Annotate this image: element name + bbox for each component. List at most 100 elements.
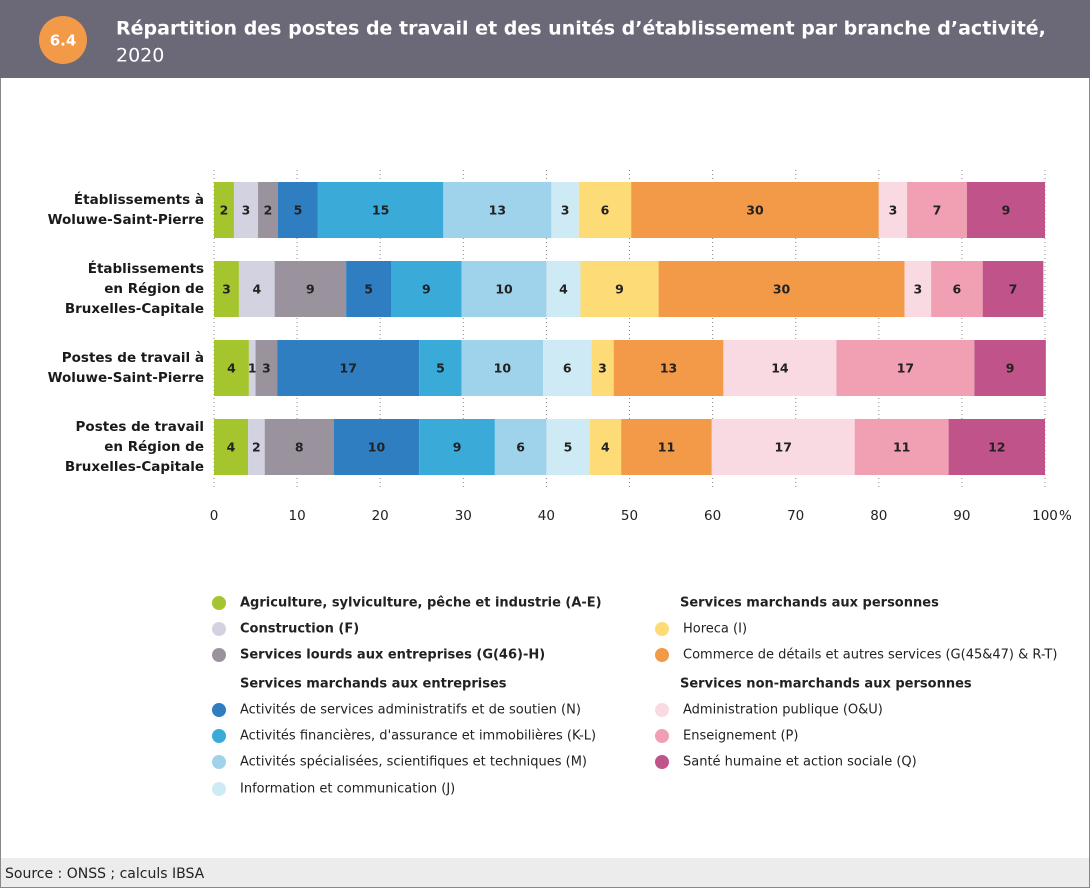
value-label: 4 bbox=[252, 282, 261, 297]
legend-label: Services lourds aux entreprises (G(46)-H… bbox=[240, 648, 545, 663]
bar-segment bbox=[621, 419, 712, 475]
bar-segment bbox=[589, 419, 622, 475]
value-label: 3 bbox=[222, 282, 231, 297]
y-tick-label: Établissements à bbox=[74, 191, 204, 208]
x-tick-label: 90 bbox=[953, 508, 970, 524]
bar-segment bbox=[551, 182, 579, 238]
value-label: 14 bbox=[771, 361, 789, 376]
y-tick-label: Woluwe-Saint-Pierre bbox=[48, 212, 204, 228]
bar-segment bbox=[233, 182, 259, 238]
bar-segment bbox=[443, 182, 552, 238]
x-tick-label: 100 bbox=[1032, 508, 1058, 524]
bar-segment bbox=[258, 182, 278, 238]
value-label: 9 bbox=[422, 282, 431, 297]
legend-label: Construction (F) bbox=[240, 622, 359, 637]
y-tick-label: en Région de bbox=[104, 439, 204, 455]
y-tick-label: Bruxelles-Capitale bbox=[65, 301, 204, 317]
bar-segment bbox=[494, 419, 547, 475]
legend-label: Activités financières, d'assurance et im… bbox=[240, 729, 596, 744]
bar-segment bbox=[346, 261, 392, 317]
value-label: 10 bbox=[495, 282, 513, 297]
value-label: 4 bbox=[601, 440, 610, 455]
value-label: 9 bbox=[306, 282, 315, 297]
value-label: 1 bbox=[248, 361, 257, 376]
bar-segment bbox=[931, 261, 983, 317]
source: Source : ONSS ; calculs IBSA bbox=[5, 866, 205, 882]
x-tick-label: 60 bbox=[704, 508, 721, 524]
legend-label: Activités de services administratifs et … bbox=[240, 703, 581, 718]
bar-segment bbox=[836, 340, 975, 396]
x-tick-label: 40 bbox=[538, 508, 555, 524]
legend-label: Horeca (I) bbox=[683, 622, 747, 637]
legend-swatch bbox=[655, 622, 669, 636]
bar-segment bbox=[711, 419, 855, 475]
bar-segment bbox=[461, 340, 544, 396]
legend-heading: Services marchands aux entreprises bbox=[240, 677, 507, 692]
bar-segment bbox=[613, 340, 724, 396]
x-tick-label: 10 bbox=[289, 508, 306, 524]
bar-segment bbox=[543, 340, 592, 396]
bar-segment bbox=[878, 182, 908, 238]
value-label: 4 bbox=[559, 282, 568, 297]
bar-segment bbox=[974, 340, 1046, 396]
value-label: 7 bbox=[1009, 282, 1018, 297]
bar-segment bbox=[580, 261, 659, 317]
bar-segment bbox=[214, 340, 249, 396]
legend-label: Administration publique (O&U) bbox=[683, 703, 883, 718]
legend-heading: Services non-marchands aux personnes bbox=[680, 677, 972, 692]
legend-swatch bbox=[212, 782, 226, 796]
bar-segment bbox=[854, 419, 949, 475]
value-label: 17 bbox=[340, 361, 357, 376]
value-label: 2 bbox=[252, 440, 261, 455]
legend-swatch bbox=[212, 622, 226, 636]
bar-segment bbox=[631, 182, 879, 238]
value-label: 30 bbox=[746, 203, 764, 218]
chart-subtitle: 2020 bbox=[116, 45, 164, 67]
value-label: 5 bbox=[436, 361, 445, 376]
legend-swatch bbox=[212, 596, 226, 610]
value-label: 6 bbox=[601, 203, 610, 218]
value-label: 5 bbox=[294, 203, 303, 218]
x-tick-label: 30 bbox=[455, 508, 472, 524]
value-label: 10 bbox=[368, 440, 386, 455]
figure-number: 6.4 bbox=[50, 32, 77, 50]
value-label: 5 bbox=[564, 440, 573, 455]
value-label: 3 bbox=[889, 203, 898, 218]
y-tick-label: en Région de bbox=[104, 281, 204, 297]
x-tick-label: 80 bbox=[870, 508, 887, 524]
bar-segment bbox=[591, 340, 614, 396]
x-tick-label: 50 bbox=[621, 508, 638, 524]
legend-swatch bbox=[655, 729, 669, 743]
legend-swatch bbox=[655, 648, 669, 662]
value-label: 9 bbox=[1002, 203, 1011, 218]
value-label: 3 bbox=[242, 203, 251, 218]
value-label: 3 bbox=[561, 203, 570, 218]
y-tick-label: Établissements bbox=[88, 260, 204, 277]
bar-segment bbox=[248, 419, 265, 475]
bar-segment bbox=[264, 419, 334, 475]
value-label: 7 bbox=[933, 203, 942, 218]
bar-segment bbox=[238, 261, 275, 317]
value-label: 2 bbox=[220, 203, 229, 218]
y-tick-label: Postes de travail bbox=[76, 419, 204, 435]
bar-segment bbox=[461, 261, 547, 317]
legend-swatch bbox=[212, 648, 226, 662]
legend-label: Information et communication (J) bbox=[240, 782, 455, 797]
bar-segment bbox=[578, 182, 632, 238]
value-label: 9 bbox=[615, 282, 624, 297]
value-label: 3 bbox=[914, 282, 923, 297]
bar-segment bbox=[255, 340, 278, 396]
bar-segment bbox=[277, 182, 318, 238]
value-label: 8 bbox=[295, 440, 304, 455]
y-tick-label: Postes de travail à bbox=[62, 350, 204, 366]
legend-swatch bbox=[212, 755, 226, 769]
x-tick-label: 20 bbox=[372, 508, 389, 524]
value-label: 4 bbox=[227, 361, 236, 376]
value-label: 6 bbox=[953, 282, 962, 297]
y-tick-label: Woluwe-Saint-Pierre bbox=[48, 370, 204, 386]
value-label: 5 bbox=[364, 282, 373, 297]
value-label: 9 bbox=[453, 440, 462, 455]
value-label: 17 bbox=[897, 361, 914, 376]
value-label: 6 bbox=[516, 440, 525, 455]
